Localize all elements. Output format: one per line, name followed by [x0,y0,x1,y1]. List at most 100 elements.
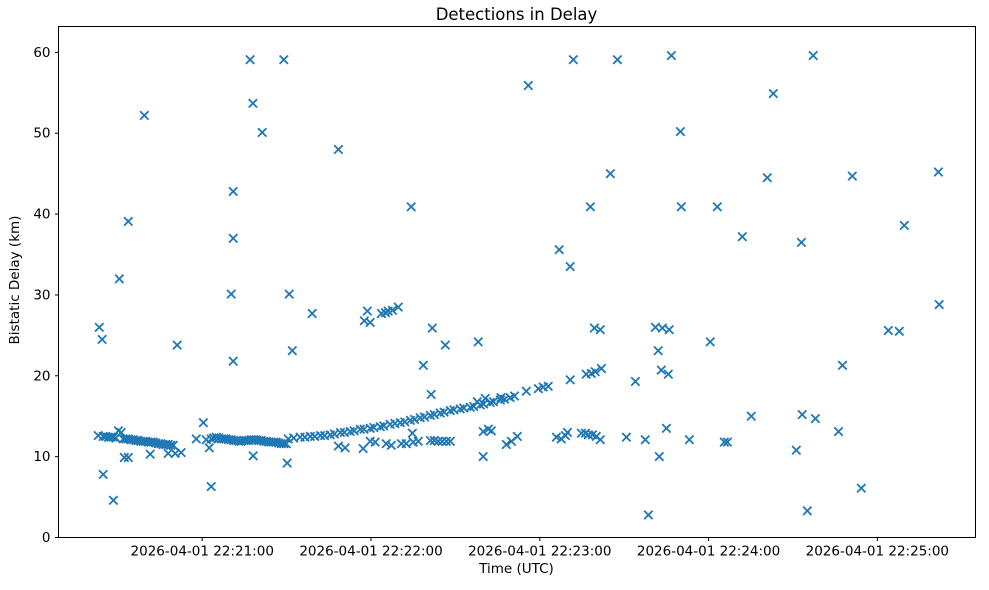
data-point [465,402,476,413]
data-point [370,437,381,447]
data-point [565,374,576,385]
y-axis-label: Bistatic Delay (km) [7,215,23,345]
data-point [307,308,318,319]
data-point [596,363,607,374]
data-point [359,315,370,326]
y-tick-label: 40 [33,207,50,223]
data-point [802,505,813,516]
data-point [666,50,677,61]
data-point [165,440,176,451]
data-point [746,411,757,422]
data-point [643,510,654,520]
data-point [365,317,376,328]
data-point [762,172,773,183]
data-point [899,220,910,231]
data-point [226,289,237,299]
data-point [630,376,641,387]
x-tick-label: 2026-04-01 22:22:00 [299,544,442,560]
data-point [257,127,268,138]
data-point [478,451,489,462]
data-point [501,439,512,450]
data-point [664,324,675,335]
data-point [768,88,779,99]
data-point [114,273,125,284]
y-tick-label: 10 [33,449,50,465]
data-point [797,409,808,420]
data-point [576,428,587,439]
data-point [418,360,429,371]
data-point [427,323,438,333]
data-point [796,237,807,248]
data-point [433,436,444,447]
data-point [172,340,183,350]
data-point [684,434,695,445]
data-point [562,427,573,438]
data-point [168,440,179,451]
x-tick-label: 2026-04-01 22:24:00 [637,544,780,560]
data-point [657,323,668,333]
data-point [401,438,412,449]
data-point [248,98,258,109]
data-point [499,394,510,405]
data-point [663,369,674,380]
y-tick-label: 50 [33,126,50,142]
data-point [883,325,894,336]
data-point [589,323,600,333]
data-point [206,481,217,492]
data-point [722,437,733,447]
data-point [661,423,672,434]
scatter-points [93,50,945,520]
data-point [94,322,105,333]
data-point [595,434,606,445]
data-point [176,447,186,458]
data-point [191,434,202,444]
data-point [810,413,821,424]
data-point [419,412,430,422]
data-point [407,428,418,439]
data-point [712,201,723,212]
data-point [705,336,716,347]
data-point [287,345,298,356]
data-point [737,231,748,242]
data-point [429,409,440,420]
data-point [808,50,819,61]
data-point [833,426,844,437]
y-axis-ticks: 0 10 20 30 40 50 60 [33,45,59,546]
data-point [856,483,867,494]
data-point [437,436,448,447]
data-point [355,424,366,435]
data-point [654,451,665,462]
data-point [719,437,730,447]
data-point [445,436,456,447]
data-point [119,452,130,463]
data-point [284,289,295,299]
data-point [486,425,497,436]
data-point [406,201,417,212]
x-tick-label: 2026-04-01 22:23:00 [468,544,611,560]
data-point [934,299,945,310]
data-point [521,386,532,397]
data-point [523,80,534,91]
data-point [409,414,420,425]
x-axis-ticks: 2026-04-01 22:21:00 2026-04-01 22:22:00 20… [131,537,949,560]
data-point [554,244,565,255]
data-point [393,302,404,312]
data-point [583,429,594,440]
data-point [640,434,651,445]
data-point [509,391,520,401]
data-point [595,324,606,335]
data-point [543,381,554,392]
x-tick-label: 2026-04-01 22:21:00 [131,544,274,560]
data-point [425,435,436,446]
data-point [358,443,368,454]
plot-frame [58,26,976,538]
data-point [335,427,346,438]
data-point [473,336,484,347]
data-point [228,186,239,197]
data-point [145,449,156,460]
data-point [441,436,452,447]
data-point [585,201,596,212]
data-point [621,432,632,443]
